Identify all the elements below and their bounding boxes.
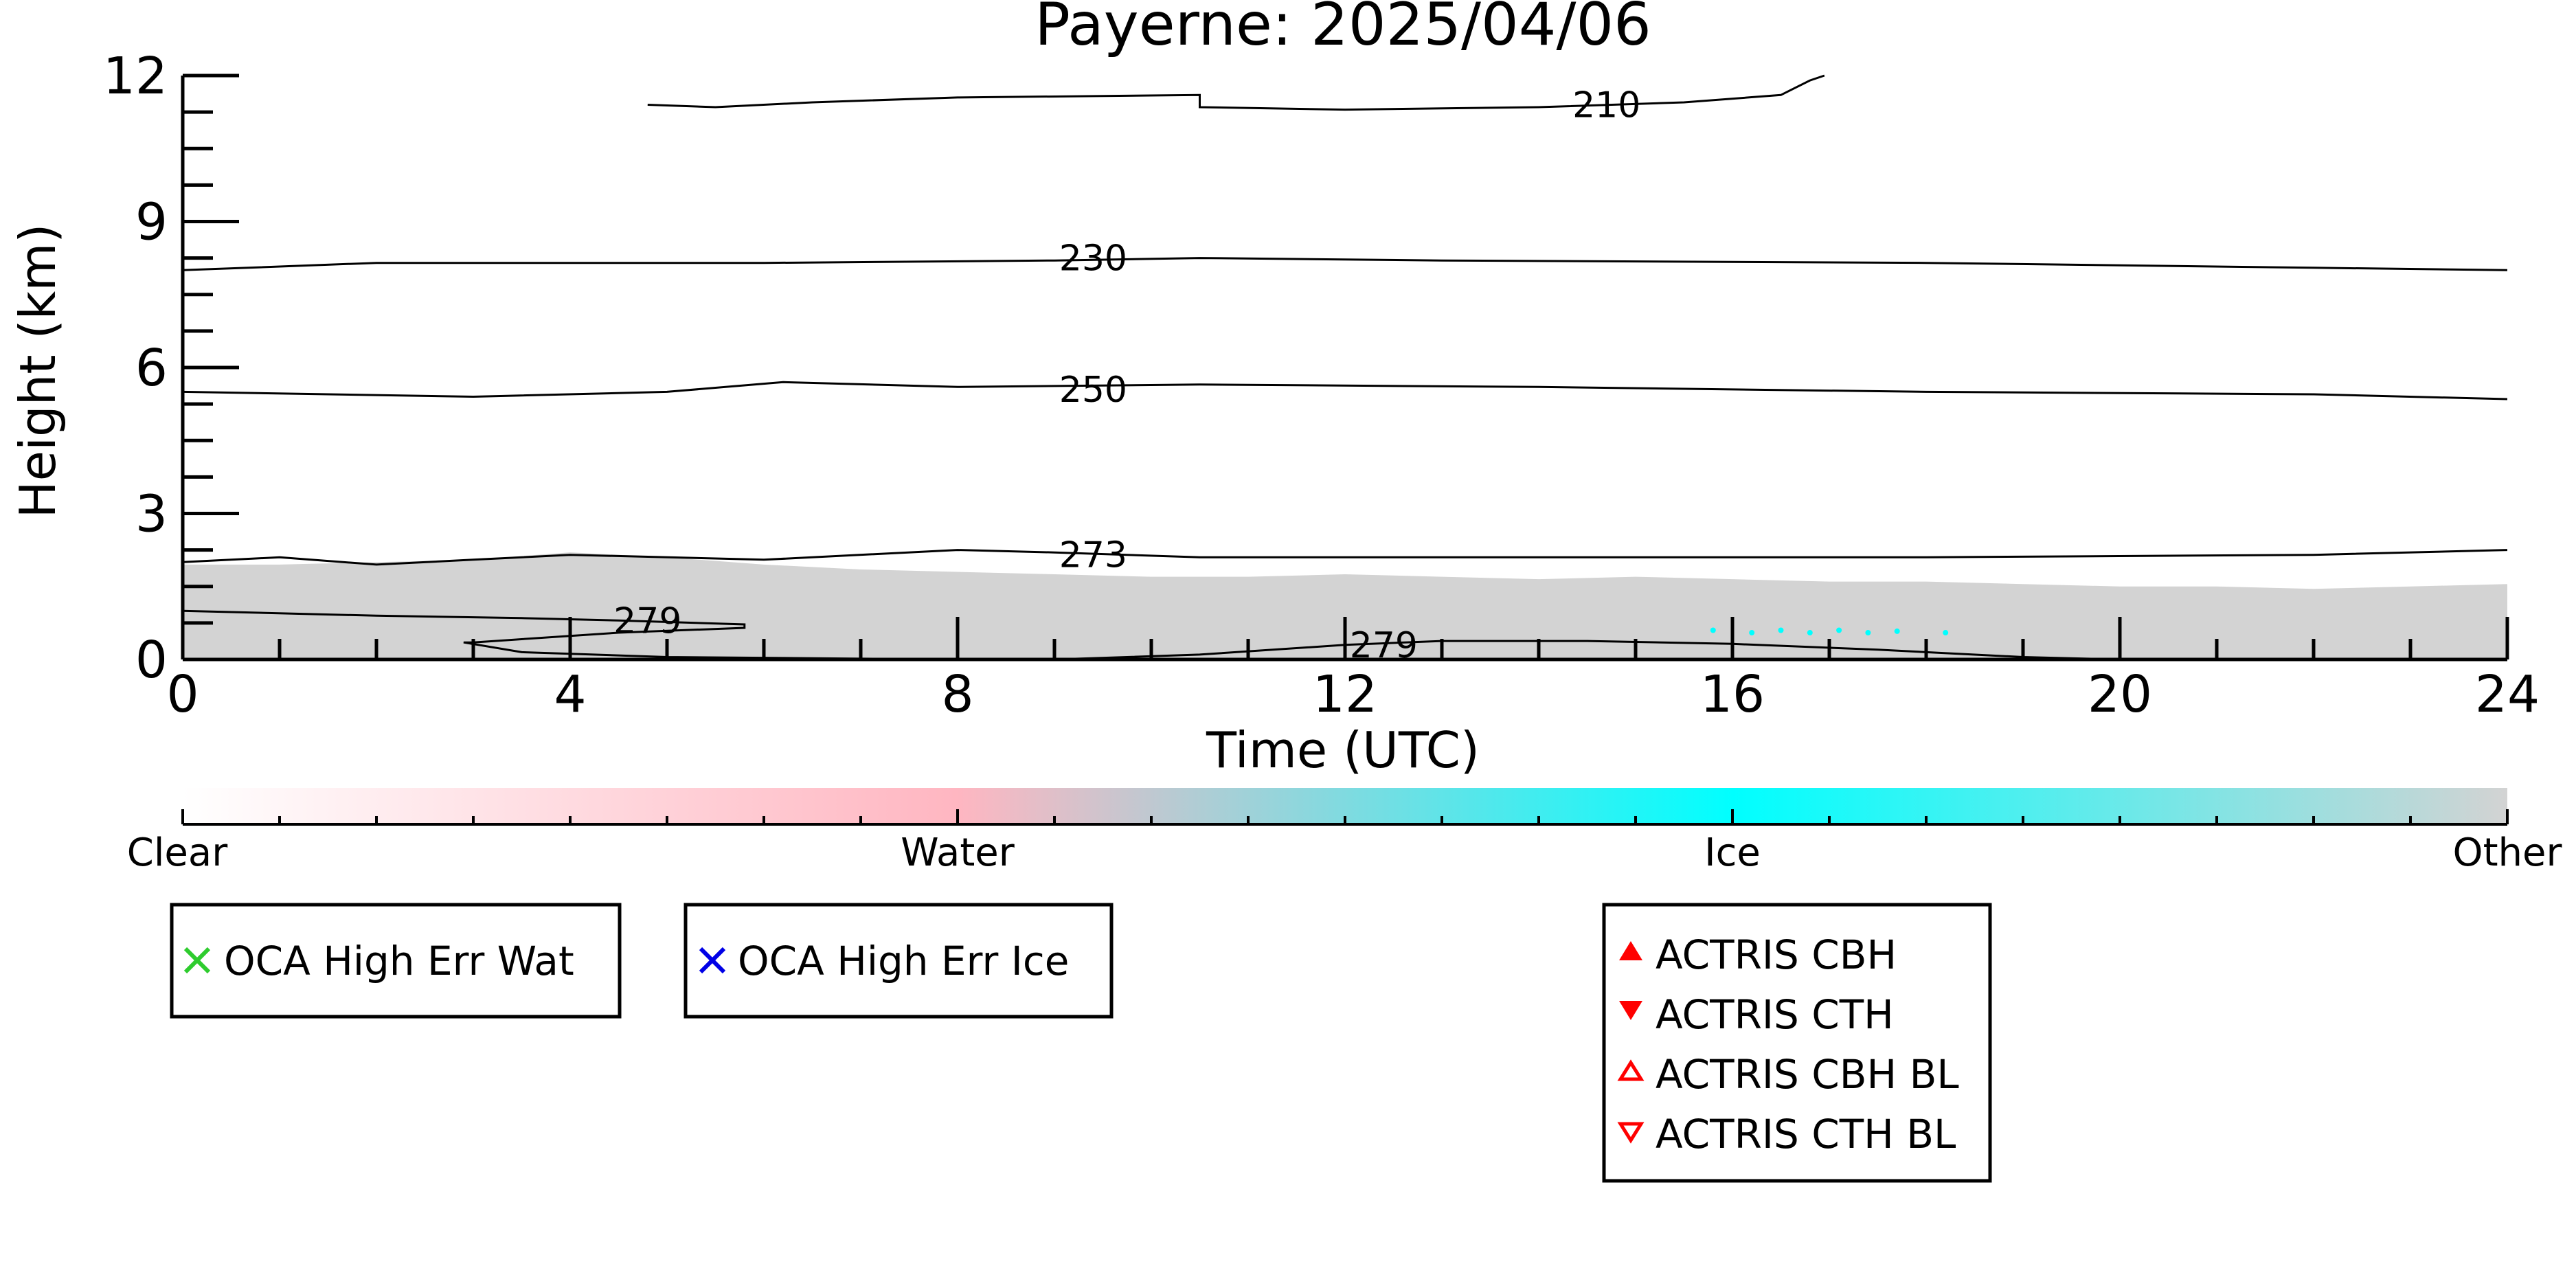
x-tick-label: 24	[2475, 665, 2540, 724]
legend-oca-ice-frame	[683, 903, 1114, 1019]
y-tick-label: 3	[135, 485, 168, 544]
y-tick-label: 12	[103, 47, 168, 106]
contour-label: 210	[1572, 85, 1640, 126]
ice-points	[1710, 627, 1949, 636]
contour-label: 279	[613, 600, 681, 642]
y-tick-label: 6	[135, 339, 168, 398]
legend-label: ACTRIS CTH BL	[1656, 1111, 1956, 1157]
x-marker-icon	[699, 947, 726, 974]
y-tick-label: 9	[135, 193, 168, 252]
ice-point	[1836, 627, 1842, 633]
shading-other	[183, 552, 2507, 659]
legend-label: OCA High Err Ice	[738, 938, 1069, 984]
x-tick-label: 12	[1313, 665, 1377, 724]
legend-label: OCA High Err Wat	[224, 938, 574, 984]
ice-point	[1943, 630, 1949, 636]
x-tick-label: 0	[166, 665, 199, 724]
legend-label: ACTRIS CBH BL	[1656, 1051, 1959, 1098]
legend-oca-water: OCA High Err Wat	[170, 903, 622, 1019]
contour-line-230	[182, 257, 2508, 271]
x-axis-label: Time (UTC)	[1206, 721, 1480, 779]
contour-label: 250	[1059, 370, 1127, 411]
legend-oca-ice: OCA High Err Ice	[683, 903, 1114, 1019]
contour-line-273	[182, 549, 2508, 566]
y-axis-label: Height (km)	[9, 224, 67, 519]
x-tick-label: 16	[1700, 665, 1765, 724]
x-tick-label: 8	[941, 665, 973, 724]
legend-actris: ACTRIS CBH ACTRIS CTH ACTRIS CBH BL ACTR…	[1602, 903, 1992, 1183]
contour-line-210	[647, 74, 1825, 111]
legend-label: ACTRIS CTH	[1656, 991, 1894, 1038]
colorbar-label-clear: Clear	[127, 831, 228, 875]
x-tick-label: 20	[2088, 665, 2152, 724]
contour-line-279	[182, 609, 958, 661]
shading-layer	[183, 552, 2507, 659]
legend-oca-water-frame	[170, 903, 622, 1019]
triangle-up-open-icon	[1617, 1059, 1645, 1081]
legend-label: ACTRIS CBH	[1656, 931, 1897, 978]
contour-label: 230	[1059, 238, 1127, 280]
x-tick-label: 4	[554, 665, 586, 724]
triangle-up-filled-icon	[1619, 941, 1642, 960]
colorbar-label-ice: Ice	[1704, 831, 1761, 875]
ice-point	[1749, 630, 1755, 636]
y-tick-label: 0	[135, 631, 168, 690]
colorbar-ticks	[181, 809, 2509, 824]
triangle-down-open-icon	[1617, 1122, 1645, 1144]
plot-axes: 0 3 6 9 12 0 4 8 12 16 20 24	[103, 47, 2540, 724]
ice-point	[1778, 627, 1784, 633]
ice-point	[1710, 627, 1716, 633]
legend-actris-frame	[1602, 903, 1992, 1183]
colorbar-label-water: Water	[901, 831, 1015, 875]
colorbar-label-other: Other	[2452, 831, 2562, 875]
chart-title: Payerne: 2025/04/06	[1035, 0, 1651, 59]
ice-point	[1807, 630, 1813, 636]
ice-point	[1865, 630, 1871, 636]
x-marker-icon	[183, 947, 211, 974]
colorbar: Clear Water Ice Other	[127, 788, 2562, 875]
ice-point	[1894, 628, 1900, 634]
triangle-down-filled-icon	[1619, 1001, 1642, 1020]
contour-line-250	[182, 381, 2508, 400]
contour-label: 273	[1059, 535, 1127, 576]
